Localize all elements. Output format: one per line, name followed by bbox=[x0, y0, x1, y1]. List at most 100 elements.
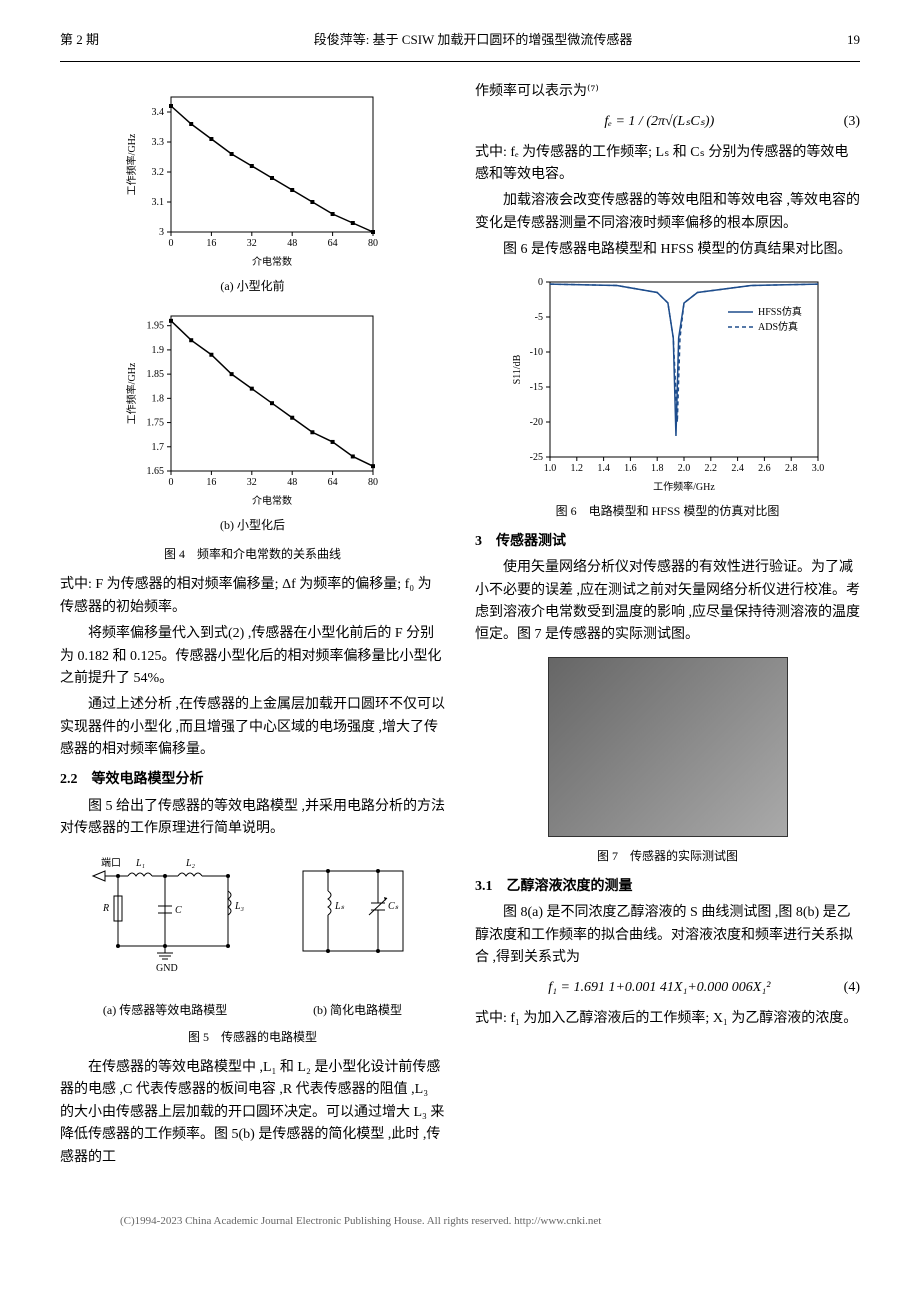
paragraph-22a: 图 5 给出了传感器的等效电路模型 ,并采用电路分析的方法对传感器的工作原理进行… bbox=[60, 796, 445, 841]
svg-text:1.75: 1.75 bbox=[146, 418, 164, 429]
figure-5-subcaptions: (a) 传感器等效电路模型 (b) 简化电路模型 bbox=[60, 1001, 445, 1020]
svg-text:2.8: 2.8 bbox=[784, 463, 797, 474]
paragraph-3a: 使用矢量网络分析仪对传感器的有效性进行验证。为了减小不必要的误差 ,应在测试之前… bbox=[475, 557, 860, 647]
svg-text:1.85: 1.85 bbox=[146, 369, 164, 380]
svg-text:-15: -15 bbox=[529, 382, 542, 393]
svg-text:0: 0 bbox=[538, 277, 543, 288]
equation-3-text: fₑ = 1 / (2π√(LₛCₛ)) bbox=[604, 114, 714, 129]
svg-text:S11/dB: S11/dB bbox=[512, 354, 523, 384]
svg-text:2.2: 2.2 bbox=[704, 463, 717, 474]
left-column: 0163248648033.13.23.33.4介电常数工作频率/GHz (a)… bbox=[60, 77, 445, 1173]
svg-text:1.9: 1.9 bbox=[151, 345, 164, 356]
equation-4: f₁ = 1.691 1+0.001 41X₁+0.000 006X₁² (4) bbox=[475, 977, 860, 999]
svg-text:-10: -10 bbox=[529, 347, 542, 358]
svg-text:16: 16 bbox=[206, 238, 216, 249]
figure-4-caption: 图 4 频率和介电常数的关系曲线 bbox=[60, 545, 445, 564]
paragraph-r2: 加载溶液会改变传感器的等效电阻和等效电容 ,等效电容的变化是传感器测量不同溶液时… bbox=[475, 190, 860, 235]
svg-text:GND: GND bbox=[156, 963, 178, 974]
paragraph-r1: 作频率可以表示为⁽⁷⁾ bbox=[475, 81, 860, 103]
svg-text:32: 32 bbox=[246, 477, 256, 488]
figure-5a-caption: (a) 传感器等效电路模型 bbox=[103, 1001, 227, 1020]
figure-5-caption: 图 5 传感器的电路模型 bbox=[60, 1028, 445, 1047]
svg-text:0: 0 bbox=[168, 238, 173, 249]
figure-7-caption: 图 7 传感器的实际测试图 bbox=[475, 847, 860, 866]
right-column: 作频率可以表示为⁽⁷⁾ fₑ = 1 / (2π√(LₛCₛ)) (3) 式中:… bbox=[475, 77, 860, 1173]
paragraph-31a: 图 8(a) 是不同浓度乙醇溶液的 S 曲线测试图 ,图 8(b) 是乙醇浓度和… bbox=[475, 902, 860, 969]
svg-text:Lₛ: Lₛ bbox=[334, 901, 345, 912]
svg-text:48: 48 bbox=[287, 238, 297, 249]
svg-text:1.6: 1.6 bbox=[624, 463, 637, 474]
equation-4-number: (4) bbox=[844, 977, 860, 999]
svg-text:80: 80 bbox=[368, 477, 378, 488]
svg-text:3.2: 3.2 bbox=[151, 167, 164, 178]
svg-text:R: R bbox=[102, 903, 109, 914]
svg-text:0: 0 bbox=[168, 477, 173, 488]
section-3-1-heading: 3.1 乙醇溶液浓度的测量 bbox=[475, 876, 860, 898]
formula-description: 式中: F 为传感器的相对频率偏移量; Δf 为频率的偏移量; f₀ 为传感器的… bbox=[60, 574, 445, 619]
svg-text:1.65: 1.65 bbox=[146, 466, 164, 477]
equation-3-desc: 式中: fₑ 为传感器的工作频率; Lₛ 和 Cₛ 分别为传感器的等效电感和等效… bbox=[475, 142, 860, 187]
svg-text:3.4: 3.4 bbox=[151, 107, 164, 118]
paragraph-freq-1: 将频率偏移量代入到式(2) ,传感器在小型化前后的 F 分别为 0.182 和 … bbox=[60, 623, 445, 690]
figure-4a-chart: 0 16 32 48 64 80 3 3.1 3.2 3.3 3.4 介电常数 工作频率/GHz bbox=[60, 87, 445, 267]
svg-text:3.0: 3.0 bbox=[811, 463, 824, 474]
svg-text:工作频率/GHz: 工作频率/GHz bbox=[653, 480, 715, 492]
figure-6-caption: 图 6 电路模型和 HFSS 模型的仿真对比图 bbox=[475, 502, 860, 521]
issue-number: 第 2 期 bbox=[60, 30, 99, 51]
equation-4-desc: 式中: f₁ 为加入乙醇溶液后的工作频率; X₁ 为乙醇溶液的浓度。 bbox=[475, 1008, 860, 1030]
equation-4-text: f₁ = 1.691 1+0.001 41X₁+0.000 006X₁² bbox=[548, 980, 770, 995]
svg-text:80: 80 bbox=[368, 238, 378, 249]
svg-text:L₂: L₂ bbox=[185, 858, 196, 869]
svg-text:Cₛ: Cₛ bbox=[388, 901, 399, 912]
figure-7-photo bbox=[548, 657, 788, 837]
svg-text:32: 32 bbox=[246, 238, 256, 249]
page-number: 19 bbox=[847, 30, 860, 51]
svg-text:-25: -25 bbox=[529, 452, 542, 463]
paragraph-22b: 在传感器的等效电路模型中 ,L₁ 和 L₂ 是小型化设计前传感器的电感 ,C 代… bbox=[60, 1057, 445, 1169]
svg-text:介电常数: 介电常数 bbox=[252, 255, 292, 267]
svg-text:L₃: L₃ bbox=[234, 901, 245, 912]
svg-text:工作频率/GHz: 工作频率/GHz bbox=[125, 133, 138, 195]
section-3-heading: 3 传感器测试 bbox=[475, 531, 860, 553]
running-title: 段俊萍等: 基于 CSIW 加载开口圆环的增强型微流传感器 bbox=[99, 30, 847, 51]
svg-text:1.8: 1.8 bbox=[151, 393, 164, 404]
figure-4b-caption: (b) 小型化后 bbox=[60, 516, 445, 535]
equation-3-number: (3) bbox=[844, 111, 860, 133]
svg-text:1.8: 1.8 bbox=[650, 463, 663, 474]
svg-text:HFSS仿真: HFSS仿真 bbox=[758, 305, 802, 318]
svg-text:-20: -20 bbox=[529, 417, 542, 428]
section-2-2-heading: 2.2 等效电路模型分析 bbox=[60, 769, 445, 791]
svg-text:ADS仿真: ADS仿真 bbox=[758, 320, 798, 333]
svg-text:介电常数: 介电常数 bbox=[252, 494, 292, 506]
footer-copyright: (C)1994-2023 China Academic Journal Elec… bbox=[60, 1213, 860, 1231]
paragraph-r3: 图 6 是传感器电路模型和 HFSS 模型的仿真结果对比图。 bbox=[475, 239, 860, 261]
figure-5-circuit: 端口 L₁ L₂ R C L₃ GND Lₛ Cₛ bbox=[60, 851, 445, 991]
svg-text:1.7: 1.7 bbox=[151, 442, 164, 453]
figure-5b-caption: (b) 简化电路模型 bbox=[313, 1001, 402, 1020]
svg-text:2.0: 2.0 bbox=[677, 463, 690, 474]
svg-text:L₁: L₁ bbox=[135, 858, 145, 869]
svg-text:C: C bbox=[175, 905, 182, 916]
equation-3: fₑ = 1 / (2π√(LₛCₛ)) (3) bbox=[475, 111, 860, 133]
svg-text:3.3: 3.3 bbox=[151, 137, 164, 148]
svg-text:64: 64 bbox=[327, 238, 337, 249]
svg-text:3.1: 3.1 bbox=[151, 197, 164, 208]
svg-text:1.95: 1.95 bbox=[146, 321, 164, 332]
svg-text:端口: 端口 bbox=[101, 856, 121, 869]
svg-text:1.4: 1.4 bbox=[597, 463, 610, 474]
figure-6-chart: 1.01.21.41.61.82.02.22.42.62.83.0-25-20-… bbox=[475, 272, 860, 492]
paragraph-freq-2: 通过上述分析 ,在传感器的上金属层加载开口圆环不仅可以实现器件的小型化 ,而且增… bbox=[60, 694, 445, 761]
svg-text:64: 64 bbox=[327, 477, 337, 488]
content-columns: 0163248648033.13.23.33.4介电常数工作频率/GHz (a)… bbox=[60, 77, 860, 1173]
page-header: 第 2 期 段俊萍等: 基于 CSIW 加载开口圆环的增强型微流传感器 19 bbox=[60, 0, 860, 62]
figure-4a-caption: (a) 小型化前 bbox=[60, 277, 445, 296]
figure-4b-chart: 0 16 32 48 64 80 1.65 1.7 1.75 1.8 1.85 1.9 1.95 介电常数… bbox=[60, 306, 445, 506]
svg-text:16: 16 bbox=[206, 477, 216, 488]
svg-text:1.2: 1.2 bbox=[570, 463, 583, 474]
svg-text:3: 3 bbox=[159, 227, 164, 238]
svg-text:2.6: 2.6 bbox=[758, 463, 771, 474]
svg-text:1.0: 1.0 bbox=[543, 463, 556, 474]
svg-text:工作频率/GHz: 工作频率/GHz bbox=[125, 362, 138, 424]
svg-text:-5: -5 bbox=[534, 312, 542, 323]
svg-text:48: 48 bbox=[287, 477, 297, 488]
